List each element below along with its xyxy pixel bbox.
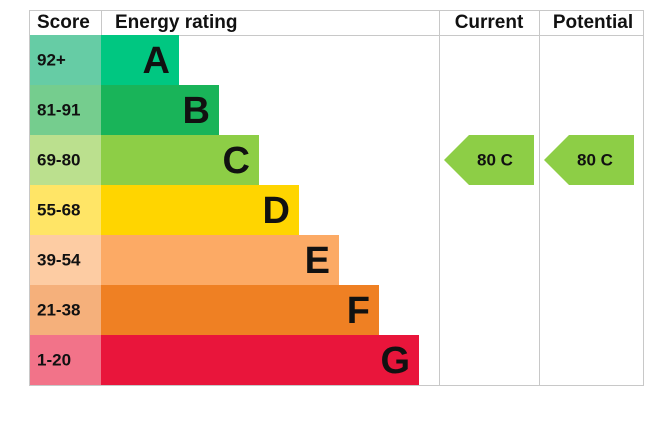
score-range: 81-91 [37, 100, 80, 119]
score-range: 39-54 [37, 250, 81, 269]
rating-bar [101, 285, 379, 335]
potential-label: 80 C [577, 150, 613, 169]
score-cell [30, 135, 101, 185]
rating-letter: C [223, 140, 250, 182]
rating-bar [101, 135, 259, 185]
rating-letter: B [183, 90, 210, 132]
current-label: 80 C [477, 150, 513, 169]
score-range: 1-20 [37, 350, 71, 369]
rating-bar [101, 185, 299, 235]
score-range: 69-80 [37, 150, 80, 169]
table-grid [29, 10, 644, 386]
score-cell [30, 35, 101, 85]
rating-letter: D [263, 190, 290, 232]
rating-bar [101, 335, 419, 385]
score-range: 92+ [37, 50, 66, 69]
rating-letter: A [143, 40, 170, 82]
rating-bar [101, 85, 219, 135]
potential-arrow [544, 135, 634, 185]
score-cell [30, 335, 101, 385]
current-arrow [444, 135, 534, 185]
score-cell [30, 285, 101, 335]
score-range: 55-68 [37, 200, 80, 219]
header-score: Score [37, 12, 90, 33]
rating-letter: E [305, 240, 330, 282]
rating-bar [101, 35, 179, 85]
score-cell [30, 185, 101, 235]
rating-bar [101, 235, 339, 285]
header-current: Current [455, 12, 524, 33]
score-cell [30, 85, 101, 135]
header-rating: Energy rating [115, 12, 237, 33]
rating-letter: G [380, 340, 410, 382]
rating-letter: F [347, 290, 370, 332]
header-potential: Potential [553, 12, 633, 33]
score-range: 21-38 [37, 300, 80, 319]
score-cell [30, 235, 101, 285]
